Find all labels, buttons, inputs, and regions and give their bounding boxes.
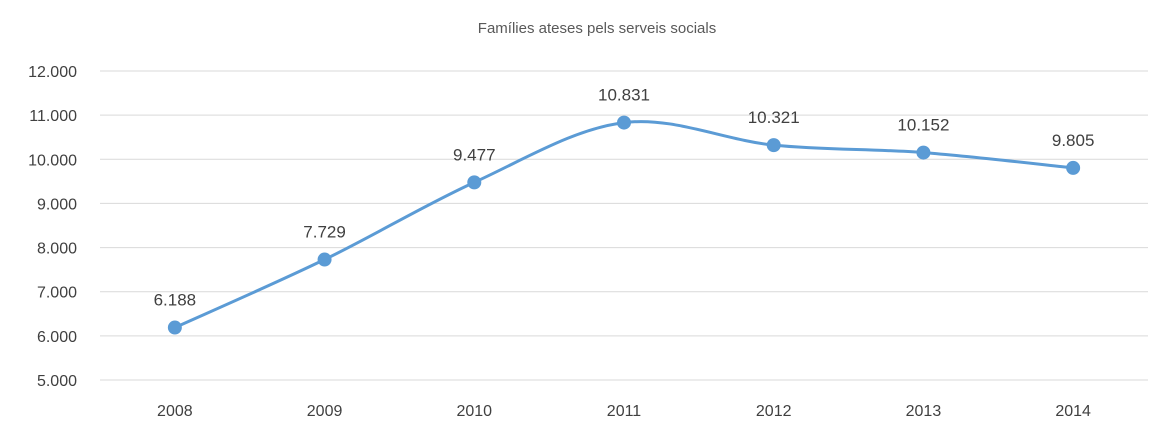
data-label: 9.477 xyxy=(453,145,496,164)
x-axis-tick-labels: 2008 2009 2010 2011 2012 2013 2014 xyxy=(157,403,1091,420)
data-labels: 6.188 7.729 9.477 10.831 10.321 10.152 9.805 xyxy=(154,86,1095,310)
x-tick-label: 2012 xyxy=(756,403,792,420)
data-label: 6.188 xyxy=(154,291,197,310)
data-label: 10.152 xyxy=(897,116,949,135)
x-tick-label: 2013 xyxy=(906,403,942,420)
data-point-marker xyxy=(467,175,482,190)
data-label: 9.805 xyxy=(1052,131,1095,150)
y-tick-label: 5.000 xyxy=(37,373,77,390)
data-point-marker xyxy=(167,320,182,335)
data-point-marker xyxy=(617,115,631,130)
y-tick-label: 12.000 xyxy=(28,64,77,81)
data-point-marker xyxy=(1066,160,1081,175)
gridlines xyxy=(100,70,1148,381)
y-tick-label: 9.000 xyxy=(37,196,77,213)
data-label: 10.831 xyxy=(598,86,650,105)
data-point-marker xyxy=(317,252,332,267)
x-tick-label: 2009 xyxy=(307,403,343,420)
y-tick-label: 11.000 xyxy=(29,108,77,125)
x-tick-label: 2008 xyxy=(157,403,193,420)
markers xyxy=(167,115,1081,335)
x-tick-label: 2010 xyxy=(456,403,492,420)
y-tick-label: 7.000 xyxy=(37,285,77,302)
y-tick-label: 6.000 xyxy=(37,329,77,346)
y-axis-tick-labels: 5.000 6.000 7.000 8.000 9.000 10.000 11.000 12.… xyxy=(28,64,77,390)
data-label: 7.729 xyxy=(303,223,346,242)
data-point-marker xyxy=(916,145,931,160)
y-tick-label: 8.000 xyxy=(37,241,77,258)
data-label: 10.321 xyxy=(748,108,800,127)
chart-title: Famílies ateses pels serveis socials xyxy=(478,20,716,37)
data-point-marker xyxy=(766,138,781,153)
y-tick-label: 10.000 xyxy=(28,152,77,169)
x-tick-label: 2011 xyxy=(607,403,642,420)
x-tick-label: 2014 xyxy=(1055,403,1091,420)
